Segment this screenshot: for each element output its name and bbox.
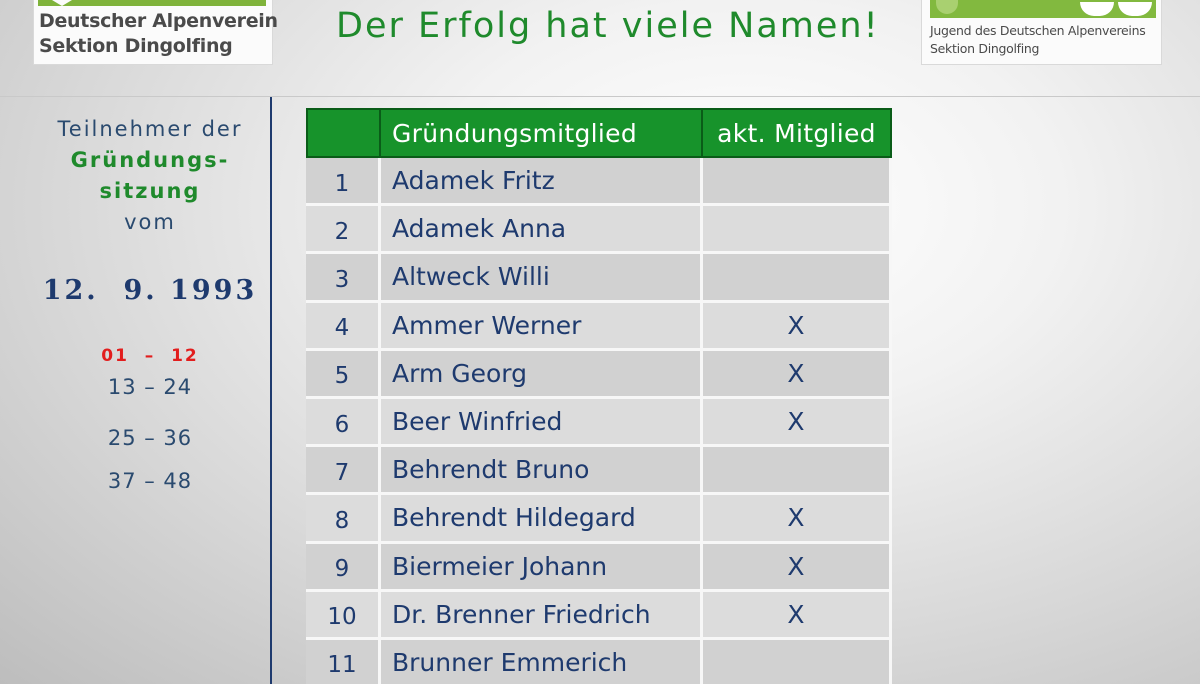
sidebar-caption-line-4: vom [124, 210, 176, 234]
column-header-founding-member: Gründungsmitglied [381, 108, 703, 158]
jdav-letter-shape [1118, 2, 1152, 16]
active-member-mark: X [703, 543, 892, 592]
sprig-icon [936, 0, 958, 14]
member-name: Behrendt Bruno [381, 447, 703, 496]
sidebar-caption-line-1: Teilnehmer der [57, 117, 243, 141]
row-number: 6 [306, 398, 381, 448]
member-name: Biermeier Johann [381, 543, 703, 592]
table-row: 3 Altweck Willi [306, 254, 892, 303]
member-name: Arm Georg [381, 350, 703, 399]
row-number: 7 [306, 447, 381, 496]
range-link-37-48[interactable]: 37 – 48 [107, 469, 193, 493]
table-header-row: Gründungsmitglied akt. Mitglied [306, 108, 892, 158]
member-name: Adamek Anna [381, 206, 703, 255]
member-name: Dr. Brenner Friedrich [381, 591, 703, 640]
dav-logo-section: Sektion Dingolfing [39, 35, 233, 57]
dav-logo-name: Deutscher Alpenverein [39, 10, 278, 32]
row-number: 10 [306, 591, 381, 640]
row-number: 1 [306, 158, 381, 207]
table-row: 9 Biermeier Johann X [306, 543, 892, 592]
active-member-mark: X [703, 302, 892, 351]
active-member-mark [703, 206, 892, 255]
page-title: Der Erfolg hat viele Namen! [336, 6, 880, 46]
table-row: 10 Dr. Brenner Friedrich X [306, 591, 892, 640]
header-divider [0, 96, 1200, 97]
sidebar: Teilnehmer der Gründungs- sitzung vom 12… [30, 114, 270, 493]
active-member-mark: X [703, 495, 892, 544]
column-header-active-member: akt. Mitglied [703, 108, 892, 158]
row-number: 5 [306, 350, 381, 399]
dav-logo-mountain-icon [52, 0, 72, 6]
table-row: 5 Arm Georg X [306, 350, 892, 399]
jdav-logo-section: Sektion Dingolfing [930, 41, 1040, 56]
member-name: Beer Winfried [381, 398, 703, 448]
active-member-mark [703, 254, 892, 303]
member-name: Ammer Werner [381, 302, 703, 351]
jdav-logo-name: Jugend des Deutschen Alpenvereins [930, 23, 1146, 38]
sidebar-caption-line-3: sitzung [99, 179, 201, 203]
row-number: 3 [306, 254, 381, 303]
row-number: 11 [306, 639, 381, 684]
sidebar-divider [270, 97, 272, 684]
table-row: 11 Brunner Emmerich [306, 639, 892, 684]
active-member-mark: X [703, 350, 892, 399]
row-number: 9 [306, 543, 381, 592]
row-number: 8 [306, 495, 381, 544]
founding-date: 12. 9. 1993 [42, 275, 258, 306]
row-number: 2 [306, 206, 381, 255]
range-link-13-24[interactable]: 13 – 24 [107, 375, 193, 399]
dav-logo: Deutscher Alpenverein Sektion Dingolfing [33, 0, 278, 65]
column-header-number [306, 108, 381, 158]
active-member-mark [703, 158, 892, 207]
sidebar-caption-line-2: Gründungs- [70, 148, 230, 172]
table-row: 2 Adamek Anna [306, 206, 892, 255]
member-name: Behrendt Hildegard [381, 495, 703, 544]
dav-logo-mark [38, 0, 266, 6]
jdav-letter-shape [1080, 2, 1114, 16]
members-table: Gründungsmitglied akt. Mitglied 1 Adamek… [306, 108, 892, 684]
range-link-25-36[interactable]: 25 – 36 [107, 426, 193, 450]
table-row: 8 Behrendt Hildegard X [306, 495, 892, 544]
active-member-mark: X [703, 591, 892, 640]
jdav-logo: Jugend des Deutschen Alpenvereins Sektio… [921, 0, 1162, 65]
jdav-logo-mark [930, 0, 1156, 18]
active-member-mark [703, 639, 892, 684]
member-name: Altweck Willi [381, 254, 703, 303]
range-link-01-12[interactable]: 01 – 12 [101, 346, 199, 366]
table-row: 4 Ammer Werner X [306, 302, 892, 351]
table-row: 6 Beer Winfried X [306, 398, 892, 448]
row-number: 4 [306, 302, 381, 351]
table-row: 7 Behrendt Bruno [306, 447, 892, 496]
member-name: Brunner Emmerich [381, 639, 703, 684]
range-navigation: 01 – 12 13 – 24 25 – 36 37 – 48 [30, 342, 270, 493]
member-name: Adamek Fritz [381, 158, 703, 207]
active-member-mark [703, 447, 892, 496]
table-row: 1 Adamek Fritz [306, 158, 892, 207]
active-member-mark: X [703, 398, 892, 448]
